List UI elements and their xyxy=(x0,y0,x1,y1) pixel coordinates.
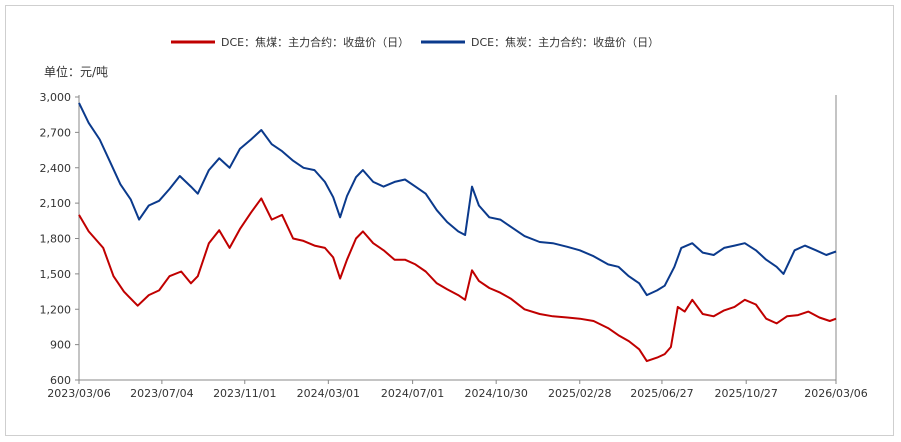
y-tick-label: 1,800 xyxy=(40,233,72,246)
y-tick-label: 2,100 xyxy=(40,197,72,210)
x-tick-label: 2026/03/06 xyxy=(804,387,867,400)
legend: DCE：焦煤：主力合约：收盘价（日） DCE：焦炭：主力合约：收盘价（日） xyxy=(171,35,659,49)
y-tick-label: 2,400 xyxy=(40,162,72,175)
x-tick-label: 2024/03/01 xyxy=(297,387,360,400)
x-tick-label: 2023/03/06 xyxy=(47,387,110,400)
legend-label-2: DCE：焦炭：主力合约：收盘价（日） xyxy=(471,35,659,49)
y-tick-label: 1,200 xyxy=(40,303,72,316)
x-axis: 2023/03/06 2023/07/04 2023/11/01 2024/03/01… xyxy=(47,95,868,400)
y-tick-label: 1,500 xyxy=(40,268,72,281)
x-tick-label: 2024/10/30 xyxy=(464,387,527,400)
plot-series xyxy=(78,102,837,363)
x-tick-label: 2024/07/01 xyxy=(381,387,444,400)
y-tick-label: 2,700 xyxy=(40,126,72,139)
y-tick-label: 3,000 xyxy=(40,91,72,104)
chart-frame xyxy=(5,5,894,436)
y-tick-label: 900 xyxy=(50,339,71,352)
series-line-2 xyxy=(78,102,837,297)
unit-label: 单位：元/吨 xyxy=(44,64,108,79)
series-line-1 xyxy=(78,197,837,363)
x-tick-label: 2025/02/28 xyxy=(548,387,611,400)
x-tick-label: 2023/07/04 xyxy=(130,387,193,400)
legend-label-1: DCE：焦煤：主力合约：收盘价（日） xyxy=(221,35,409,49)
y-axis: 600 900 1,200 1,500 1,800 2,100 2,400 2,700 3,00… xyxy=(40,91,80,387)
x-tick-label: 2025/06/27 xyxy=(630,387,693,400)
x-tick-label: 2025/10/27 xyxy=(715,387,778,400)
x-tick-label: 2023/11/01 xyxy=(213,387,276,400)
y-tick-label: 600 xyxy=(50,374,71,387)
